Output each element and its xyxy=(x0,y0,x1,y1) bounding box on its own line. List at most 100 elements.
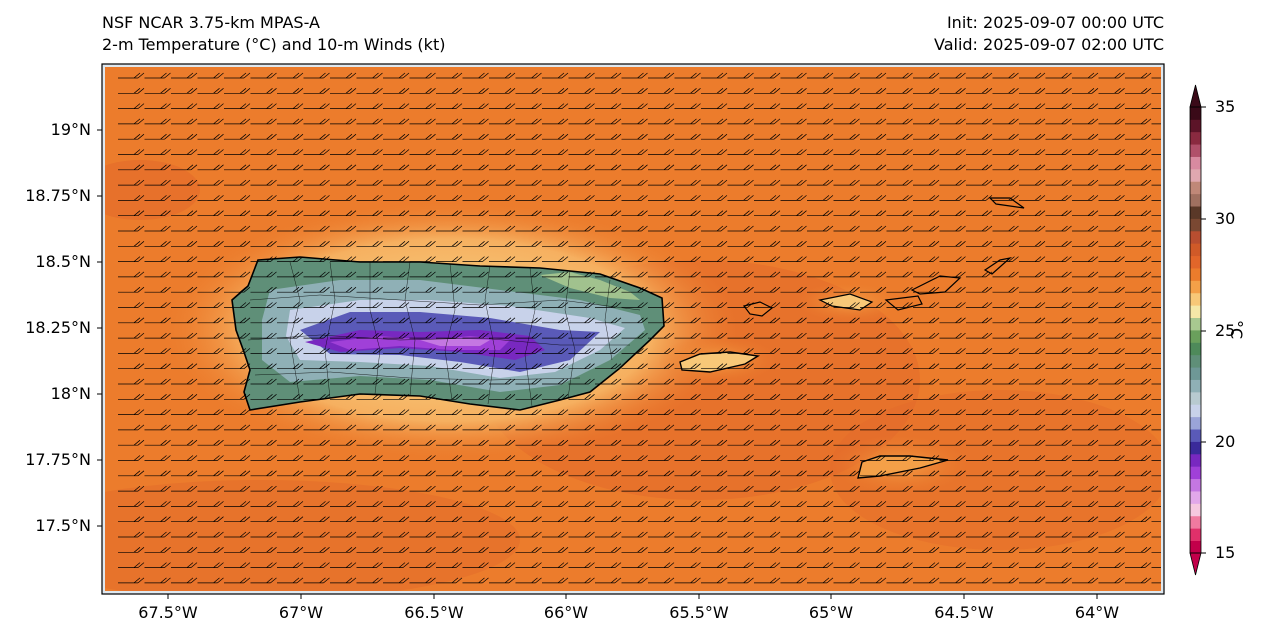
wind-barb xyxy=(462,195,489,201)
wind-barb xyxy=(144,149,171,155)
wind-barb xyxy=(197,164,224,171)
wind-barb xyxy=(197,210,224,217)
wind-barb xyxy=(727,516,754,523)
wind-barb xyxy=(250,424,277,431)
wind-barb xyxy=(807,332,834,339)
wind-barb xyxy=(462,577,489,584)
wind-barb xyxy=(144,302,171,308)
wind-barb xyxy=(118,72,145,79)
wind-barb xyxy=(913,547,940,553)
wind-barb xyxy=(992,363,1019,370)
wind-barb xyxy=(197,271,224,278)
wind-barb xyxy=(171,103,198,109)
wind-barb xyxy=(701,455,728,461)
wind-barb xyxy=(1125,179,1152,186)
wind-barb xyxy=(1019,363,1046,370)
wind-barb xyxy=(144,547,171,553)
wind-barb xyxy=(277,439,304,446)
wind-barb xyxy=(780,149,807,155)
wind-barb xyxy=(515,485,542,492)
wind-barb xyxy=(939,179,966,186)
wind-barb xyxy=(754,133,781,140)
wind-barb xyxy=(224,164,251,171)
wind-barb xyxy=(595,103,622,109)
wind-barb xyxy=(860,103,887,109)
wind-barb xyxy=(913,164,940,171)
wind-barb xyxy=(886,547,913,553)
wind-barb xyxy=(250,149,277,155)
wind-barb xyxy=(489,88,516,94)
wind-barb xyxy=(542,302,569,308)
wind-barb xyxy=(568,210,595,217)
wind-barb xyxy=(409,562,436,568)
wind-barb xyxy=(383,501,410,507)
wind-barb xyxy=(780,210,807,217)
wind-barb xyxy=(118,164,145,171)
wind-barb xyxy=(648,424,675,431)
wind-barb xyxy=(886,455,913,461)
wind-barb xyxy=(171,348,198,354)
wind-barb xyxy=(568,118,595,125)
wind-barb xyxy=(568,195,595,201)
wind-barb xyxy=(224,562,251,568)
wind-barb xyxy=(436,424,463,431)
wind-barb xyxy=(621,195,648,201)
wind-barb xyxy=(1125,72,1152,79)
wind-barb xyxy=(860,256,887,262)
wind-barb xyxy=(489,547,516,553)
wind-barb xyxy=(727,241,754,247)
wind-barb xyxy=(966,516,993,523)
wind-barb xyxy=(833,363,860,370)
wind-barb xyxy=(674,409,701,415)
wind-barb xyxy=(701,302,728,308)
wind-barb xyxy=(860,470,887,477)
wind-barb xyxy=(966,210,993,217)
lon-label-65: 65°W xyxy=(808,603,854,622)
wind-barb xyxy=(1125,501,1152,507)
wind-barb xyxy=(197,531,224,538)
wind-barb xyxy=(356,256,383,262)
wind-barb xyxy=(860,118,887,125)
wind-barb xyxy=(727,394,754,400)
wind-barb xyxy=(754,547,781,553)
wind-barb xyxy=(330,531,357,538)
wind-barb xyxy=(542,531,569,538)
wind-barb xyxy=(648,516,675,523)
wind-barb xyxy=(383,424,410,431)
wind-barb xyxy=(1125,547,1152,553)
wind-barb xyxy=(807,72,834,79)
wind-barb xyxy=(1151,414,1161,415)
wind-barb xyxy=(1125,302,1152,308)
wind-barb xyxy=(171,439,198,446)
wind-barb xyxy=(886,424,913,431)
wind-barb xyxy=(171,88,198,94)
wind-barb xyxy=(436,531,463,538)
wind-barb xyxy=(436,455,463,461)
wind-barb xyxy=(992,72,1019,79)
wind-barb xyxy=(1151,291,1161,293)
wind-barb xyxy=(409,378,436,385)
wind-barb xyxy=(992,225,1019,232)
wind-barb xyxy=(1125,363,1152,370)
wind-barb xyxy=(330,424,357,431)
wind-barb xyxy=(515,256,542,262)
wind-barb xyxy=(992,562,1019,568)
wind-barb xyxy=(886,210,913,217)
wind-barb xyxy=(462,118,489,125)
wind-barb xyxy=(1072,164,1099,171)
wind-barb xyxy=(754,286,781,293)
wind-barb xyxy=(648,164,675,171)
wind-barb xyxy=(515,164,542,171)
virgin-gorda-island xyxy=(983,256,1013,275)
wind-barb xyxy=(409,470,436,477)
wind-barb xyxy=(992,103,1019,109)
wind-barb xyxy=(197,72,224,79)
wind-barb xyxy=(1151,475,1161,477)
wind-barb xyxy=(277,562,304,568)
wind-barb xyxy=(780,424,807,431)
wind-barb xyxy=(621,485,648,492)
wind-barb xyxy=(489,210,516,217)
wind-barb xyxy=(277,424,304,431)
colorbar-tick-20: 20 xyxy=(1215,432,1236,451)
wind-barb xyxy=(621,547,648,553)
